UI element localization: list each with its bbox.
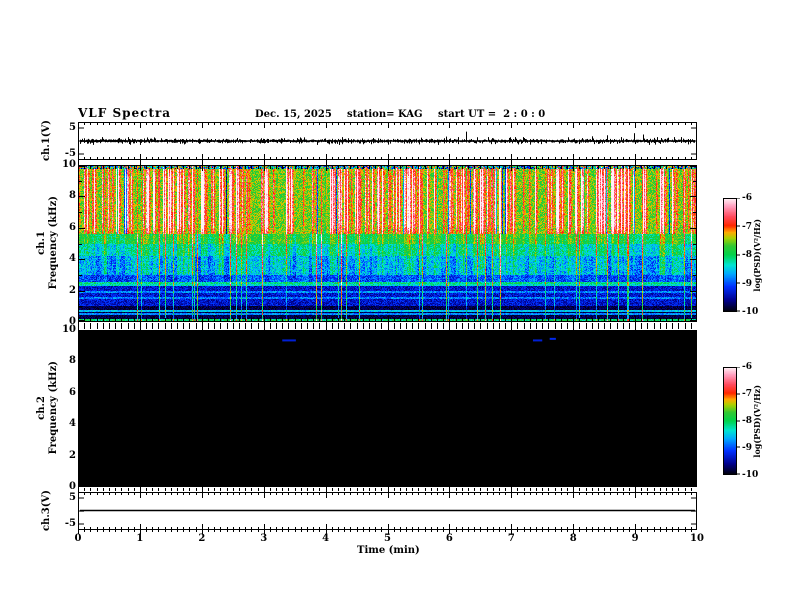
- time-tick-label: 8: [569, 533, 577, 544]
- colorbar-tick-label: -8: [742, 416, 752, 426]
- tick-strip: [78, 530, 697, 536]
- volt-tick-label: 5: [69, 492, 76, 503]
- plot-title: VLF Spectra: [78, 106, 172, 120]
- ch1-waveform-canvas: [78, 122, 697, 160]
- ch2-spectrogram-canvas: [78, 330, 697, 487]
- freq-tick-label: 10: [62, 159, 76, 170]
- freq-tick-label: 4: [69, 418, 76, 430]
- ch1-spectrogram-canvas: [78, 165, 697, 322]
- time-tick-label: 6: [445, 533, 453, 544]
- time-tick-label: 1: [136, 533, 144, 544]
- tick-strip: [78, 160, 697, 165]
- time-axis-title: Time (min): [357, 545, 420, 556]
- tick-strip: [78, 322, 697, 330]
- freq-tick-label: 8: [69, 190, 76, 202]
- time-tick-label: 7: [507, 533, 515, 544]
- time-tick-label: 9: [631, 533, 639, 544]
- ch3-waveform-canvas: [78, 492, 697, 530]
- colorbar-tick-label: -7: [742, 221, 752, 232]
- colorbar-tick-label: -6: [742, 362, 752, 372]
- colorbar-2: [723, 367, 741, 475]
- freq-tick-label: 0: [69, 316, 76, 327]
- plot-station: station= KAG: [347, 109, 423, 120]
- freq-tick-label: 8: [69, 355, 76, 367]
- freq-tick-label: 4: [69, 253, 76, 265]
- colorbar-tick-label: -9: [742, 278, 752, 289]
- time-tick-label: 4: [322, 533, 330, 544]
- time-tick-label: 0: [74, 533, 82, 544]
- time-tick-label: 2: [198, 533, 206, 544]
- volt-tick-label: -5: [64, 148, 76, 159]
- colorbar-tick-label: -9: [742, 443, 752, 453]
- colorbar-tick-label: -7: [742, 389, 752, 399]
- freq-tick-label: 6: [69, 221, 76, 233]
- colorbar-tick-label: -10: [742, 470, 759, 480]
- colorbar-tick-label: -6: [742, 193, 752, 203]
- colorbar-tick-label: -8: [742, 250, 752, 260]
- freq-tick-label: 2: [69, 284, 76, 296]
- freq-tick-label: 0: [69, 481, 76, 492]
- volt-tick-label: -5: [64, 518, 76, 529]
- colorbar-1: [723, 198, 741, 312]
- ch1-spec-axis-label-line2: Frequency (kHz): [47, 196, 59, 290]
- plot-date: Dec. 15, 2025: [255, 109, 332, 120]
- colorbar-2-title: log(PSD)(V²/Hz): [752, 384, 762, 458]
- time-tick-label: 3: [260, 533, 268, 544]
- freq-tick-label: 10: [62, 324, 76, 335]
- freq-tick-label: 2: [69, 449, 76, 461]
- colorbar-tick-label: -10: [742, 307, 759, 317]
- freq-tick-label: 6: [69, 386, 76, 398]
- time-tick-label: 5: [384, 533, 391, 544]
- colorbar-1-title: log(PSD)(V²/Hz): [752, 218, 762, 292]
- tick-strip: [78, 487, 697, 492]
- ch3-voltage-axis-label: ch.3(V): [40, 490, 52, 532]
- time-tick-label: 10: [690, 533, 704, 544]
- plot-start-ut: start UT = 2 : 0 : 0: [438, 109, 546, 120]
- volt-tick-label: 5: [69, 122, 76, 133]
